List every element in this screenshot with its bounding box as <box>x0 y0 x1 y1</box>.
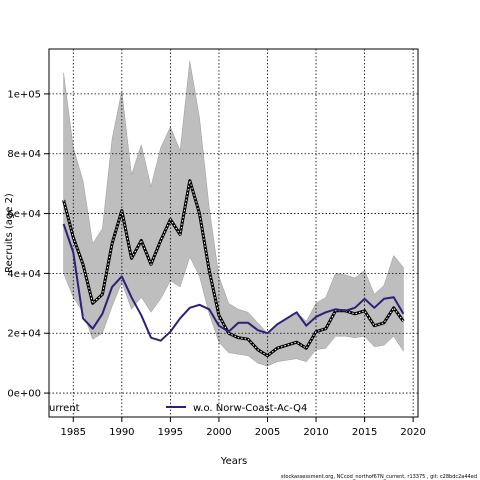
x-tick-label: 1995 <box>158 427 183 438</box>
legend-label-current: urrent <box>49 403 80 414</box>
footer-text: stockassessment.org, NCcod_northof67N_cu… <box>281 474 477 480</box>
x-tick-label: 1985 <box>61 427 86 438</box>
x-axis-title: Years <box>220 456 247 467</box>
series-line-layer <box>62 179 405 358</box>
y-tick-label: 1e+05 <box>7 89 41 100</box>
legend-label-wo-norw-coast-ac-q4: w.o. Norw-Coast-Ac-Q4 <box>193 403 307 414</box>
y-axis-title: Recruits (age 2) <box>4 193 15 273</box>
plot-frame <box>48 48 419 418</box>
x-tick-label: 2015 <box>352 427 377 438</box>
y-tick-label: 8e+04 <box>7 149 41 160</box>
series-line-wo-norw-coast-ac-q4 <box>62 223 405 342</box>
x-tick-label: 2010 <box>303 427 328 438</box>
x-tick-label: 2000 <box>206 427 231 438</box>
y-tick-label: 6e+04 <box>7 209 41 220</box>
x-tick-label: 2005 <box>255 427 280 438</box>
x-tick-label: 2020 <box>400 427 425 438</box>
x-tick-label: 1990 <box>109 427 134 438</box>
y-axis: 0e+00 2e+04 4e+04 6e+04 8e+04 1e+05 <box>7 89 49 400</box>
y-tick-label: 4e+04 <box>7 269 41 280</box>
y-tick-label: 2e+04 <box>7 329 41 340</box>
legend: urrent w.o. Norw-Coast-Ac-Q4 <box>49 403 307 414</box>
y-tick-label: 0e+00 <box>7 389 41 400</box>
x-axis: 1985 1990 1995 2000 2005 2010 2015 2020 <box>61 417 426 438</box>
